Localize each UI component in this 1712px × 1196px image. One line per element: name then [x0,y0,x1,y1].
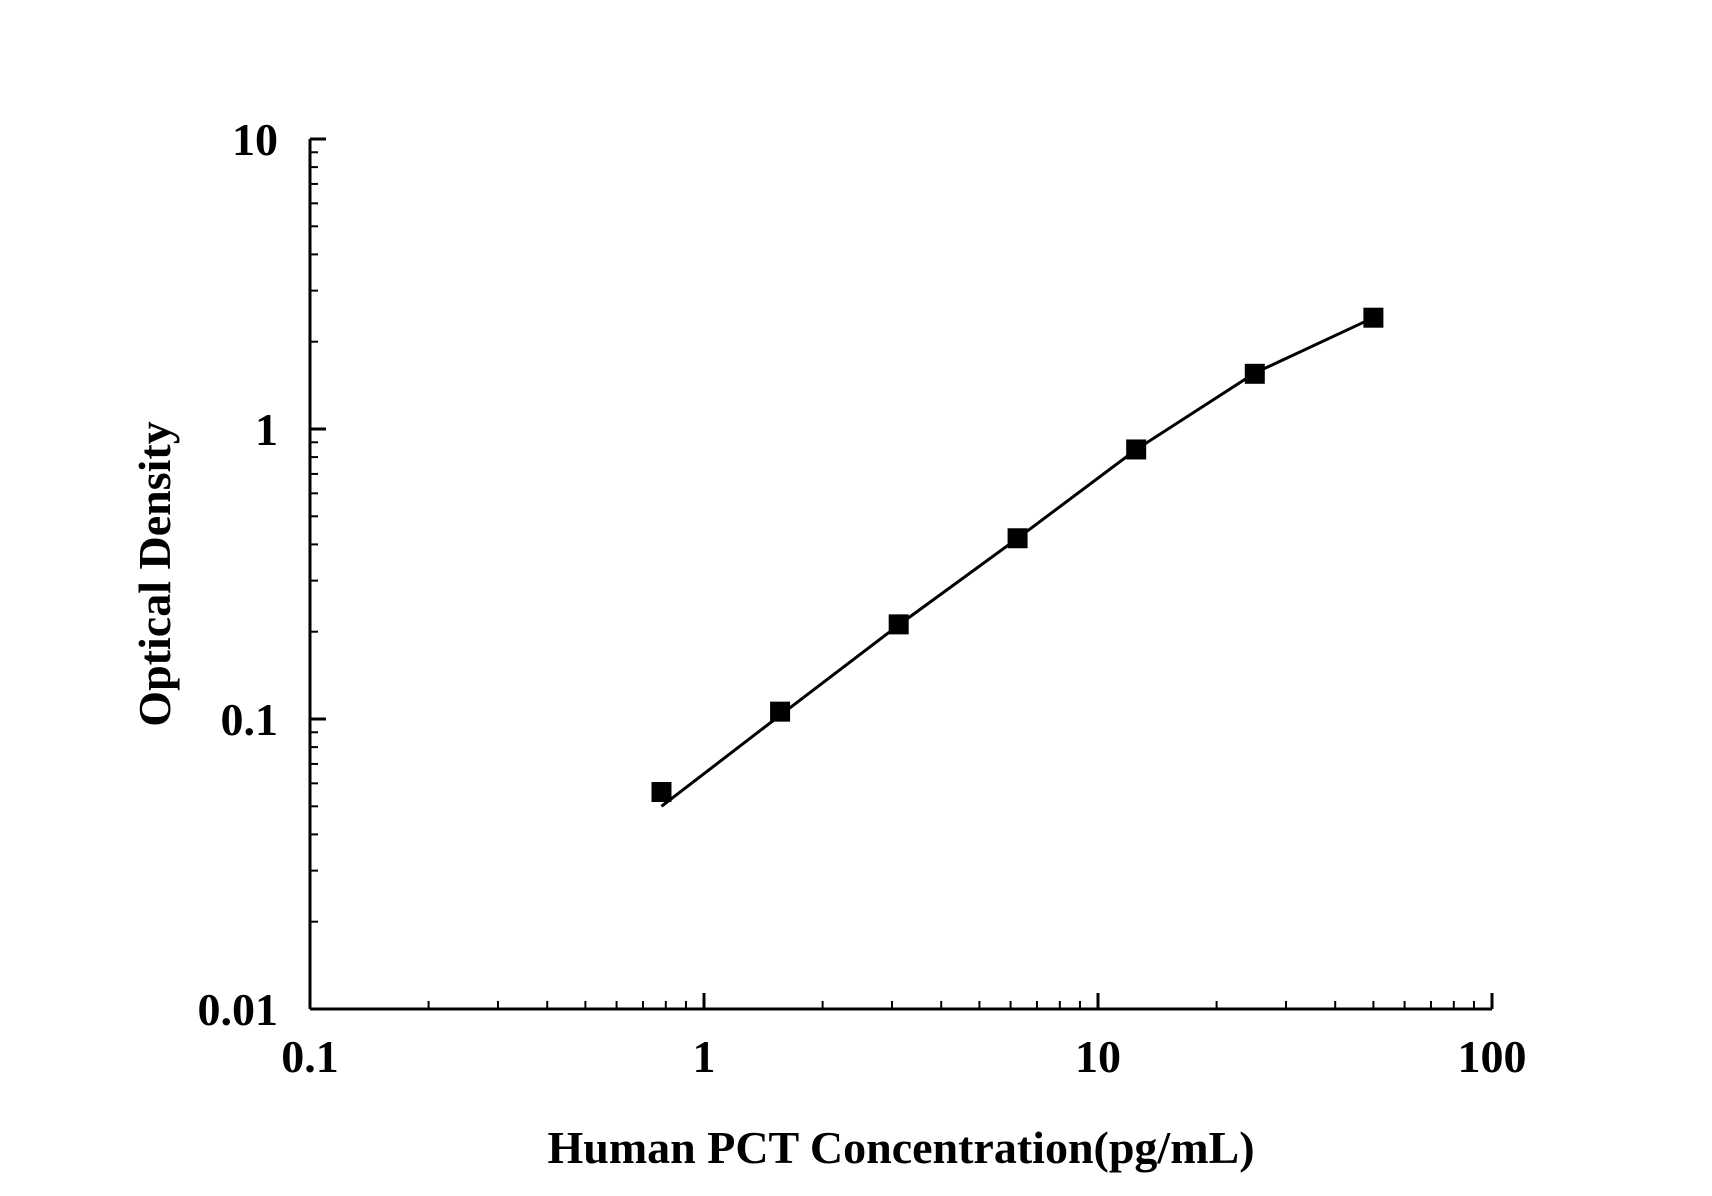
x-tick-label: 1 [693,1031,716,1082]
x-tick-label: 100 [1458,1031,1527,1082]
data-point [1007,528,1028,549]
x-tick-labels: 0.1 1 10 100 [281,1031,1526,1082]
y-tick-labels: 0.01 0.1 1 10 [198,114,279,1035]
y-axis-title: Optical Density [129,421,180,726]
y-tick-label: 1 [255,404,278,455]
x-tick-label: 0.1 [281,1031,339,1082]
major-ticks [308,137,1494,1011]
x-axis-title: Human PCT Concentration(pg/mL) [547,1122,1254,1173]
data-point [888,614,909,635]
fit-curve [660,316,1375,808]
data-point [1363,307,1384,328]
data-point [1126,439,1147,460]
data-point [1244,363,1265,384]
y-tick-label: 0.01 [198,984,279,1035]
data-points [651,307,1384,803]
data-point [770,701,791,722]
minor-ticks [310,151,1475,1009]
data-point [651,782,672,803]
y-tick-label: 0.1 [221,694,279,745]
x-tick-label: 10 [1075,1031,1121,1082]
axes [308,139,1492,1011]
y-tick-label: 10 [232,114,278,165]
